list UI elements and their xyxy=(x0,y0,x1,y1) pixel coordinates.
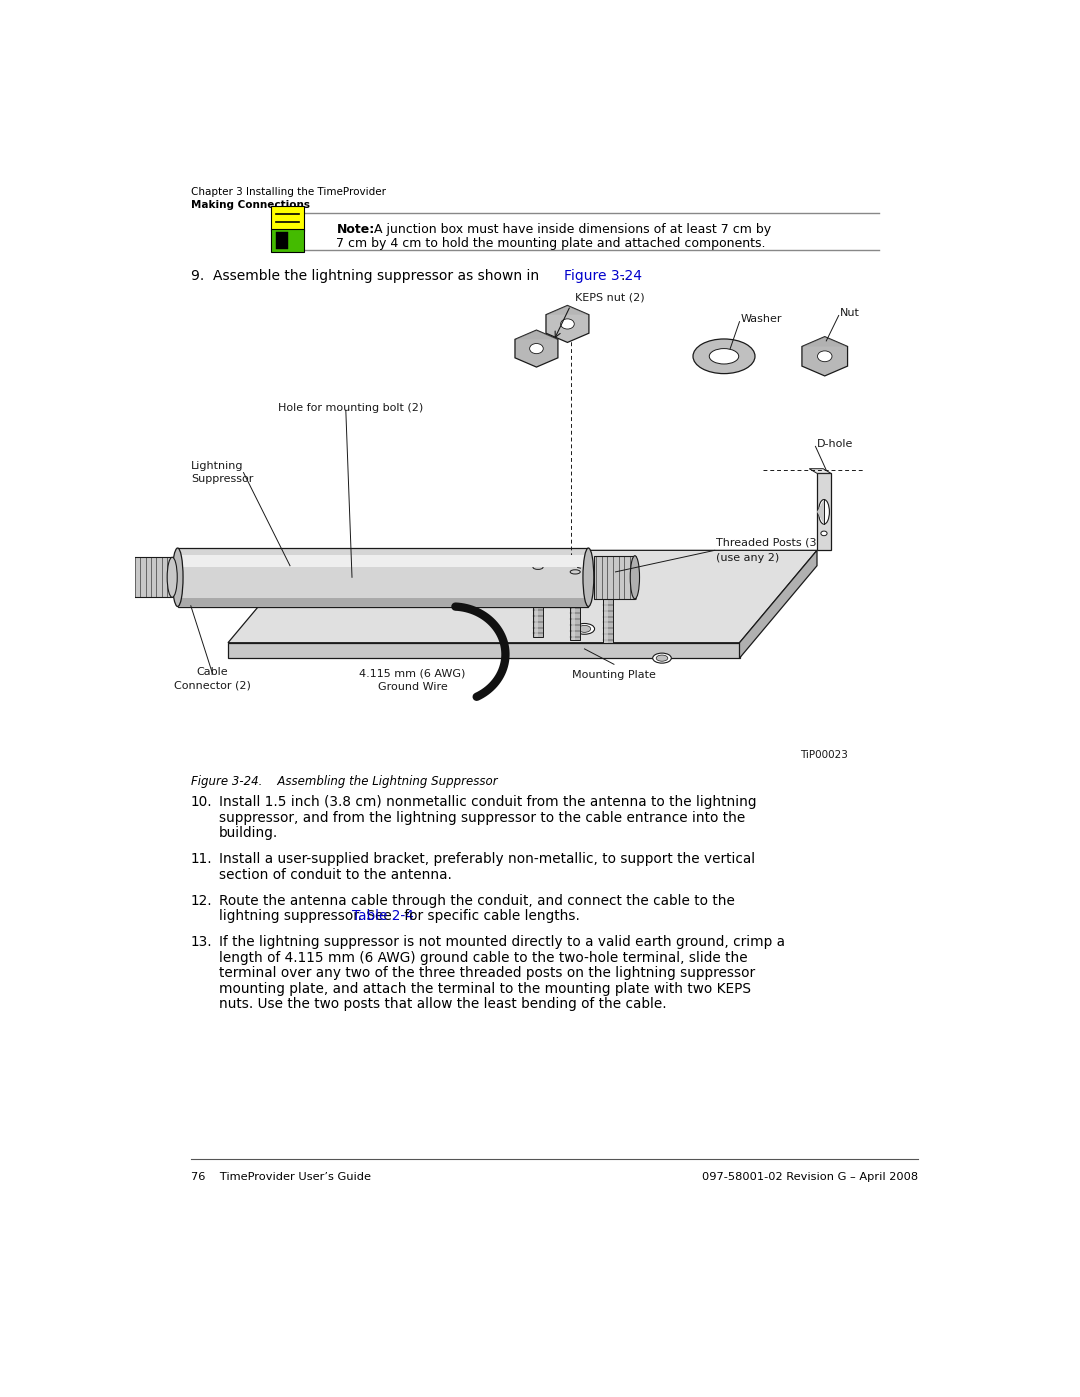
Text: Hole for mounting bolt (2): Hole for mounting bolt (2) xyxy=(279,402,423,414)
Text: .: . xyxy=(621,270,625,284)
Text: length of 4.115 mm (6 AWG) ground cable to the two-hole terminal, slide the: length of 4.115 mm (6 AWG) ground cable … xyxy=(218,951,747,965)
Polygon shape xyxy=(515,330,558,339)
FancyBboxPatch shape xyxy=(276,232,288,249)
Ellipse shape xyxy=(652,654,672,664)
Text: for specific cable lengths.: for specific cable lengths. xyxy=(400,909,580,923)
Bar xyxy=(570,571,580,640)
Bar xyxy=(594,556,635,599)
Polygon shape xyxy=(802,337,848,376)
Text: Cable: Cable xyxy=(197,666,228,678)
Ellipse shape xyxy=(631,556,639,599)
Text: Suppressor: Suppressor xyxy=(191,475,253,485)
Polygon shape xyxy=(546,306,589,342)
Ellipse shape xyxy=(821,531,827,535)
Polygon shape xyxy=(816,474,831,550)
Bar xyxy=(177,548,589,606)
Text: Ground Wire: Ground Wire xyxy=(378,682,447,693)
Text: 4.115 mm (6 AWG): 4.115 mm (6 AWG) xyxy=(360,669,465,679)
Ellipse shape xyxy=(532,566,543,570)
Bar xyxy=(177,556,589,567)
Text: 12.: 12. xyxy=(191,894,213,908)
Text: Threaded Posts (3): Threaded Posts (3) xyxy=(716,538,821,548)
Polygon shape xyxy=(228,643,740,658)
Ellipse shape xyxy=(113,562,121,594)
Ellipse shape xyxy=(118,557,126,598)
Bar xyxy=(605,577,608,643)
Bar xyxy=(571,571,576,640)
Text: Lightning: Lightning xyxy=(191,461,243,471)
Text: 76    TimeProvider User’s Guide: 76 TimeProvider User’s Guide xyxy=(191,1172,370,1182)
Bar xyxy=(535,567,538,637)
Bar xyxy=(122,557,172,598)
Polygon shape xyxy=(802,337,848,346)
Ellipse shape xyxy=(657,655,667,661)
Text: TiP00023: TiP00023 xyxy=(800,750,848,760)
Ellipse shape xyxy=(710,349,739,365)
Text: Making Connections: Making Connections xyxy=(191,200,310,210)
Text: Table 2-4: Table 2-4 xyxy=(352,909,414,923)
Polygon shape xyxy=(515,330,558,367)
Text: building.: building. xyxy=(218,826,278,840)
Text: 13.: 13. xyxy=(191,936,213,950)
Ellipse shape xyxy=(818,351,832,362)
Text: Mounting Plate: Mounting Plate xyxy=(572,671,656,680)
Bar xyxy=(603,577,612,643)
Ellipse shape xyxy=(529,344,543,353)
Ellipse shape xyxy=(172,548,183,606)
Ellipse shape xyxy=(167,557,177,598)
Text: Connector (2): Connector (2) xyxy=(174,680,251,692)
Ellipse shape xyxy=(561,319,575,330)
Text: suppressor, and from the lightning suppressor to the cable entrance into the: suppressor, and from the lightning suppr… xyxy=(218,810,745,824)
Text: lightning suppressor. See: lightning suppressor. See xyxy=(218,909,396,923)
Text: Chapter 3 Installing the TimeProvider: Chapter 3 Installing the TimeProvider xyxy=(191,187,386,197)
Text: 097-58001-02 Revision G – April 2008: 097-58001-02 Revision G – April 2008 xyxy=(702,1172,918,1182)
Text: terminal over any two of the three threaded posts on the lightning suppressor: terminal over any two of the three threa… xyxy=(218,967,755,981)
Polygon shape xyxy=(546,306,589,314)
Text: nuts. Use the two posts that allow the least bending of the cable.: nuts. Use the two posts that allow the l… xyxy=(218,997,666,1011)
Text: 7 cm by 4 cm to hold the mounting plate and attached components.: 7 cm by 4 cm to hold the mounting plate … xyxy=(337,237,766,250)
Text: Figure 3-24: Figure 3-24 xyxy=(565,270,643,284)
Text: Note:: Note: xyxy=(337,224,375,236)
Text: A junction box must have inside dimensions of at least 7 cm by: A junction box must have inside dimensio… xyxy=(369,224,771,236)
FancyBboxPatch shape xyxy=(271,207,303,231)
Ellipse shape xyxy=(578,626,591,633)
Ellipse shape xyxy=(570,570,580,574)
Bar xyxy=(177,598,589,606)
Text: KEPS nut (2): KEPS nut (2) xyxy=(576,292,645,302)
Ellipse shape xyxy=(575,623,595,634)
Ellipse shape xyxy=(603,576,612,580)
Ellipse shape xyxy=(339,578,364,592)
Text: Washer: Washer xyxy=(741,314,783,324)
Bar xyxy=(532,567,543,637)
Ellipse shape xyxy=(583,548,594,606)
Text: 10.: 10. xyxy=(191,795,213,809)
Text: (use any 2): (use any 2) xyxy=(716,553,780,563)
Polygon shape xyxy=(740,550,816,658)
Text: Route the antenna cable through the conduit, and connect the cable to the: Route the antenna cable through the cond… xyxy=(218,894,734,908)
Text: D-hole: D-hole xyxy=(816,439,853,448)
Text: 9.  Assemble the lightning suppressor as shown in: 9. Assemble the lightning suppressor as … xyxy=(191,270,543,284)
Text: Install a user-supplied bracket, preferably non-metallic, to support the vertica: Install a user-supplied bracket, prefera… xyxy=(218,852,755,866)
FancyBboxPatch shape xyxy=(271,229,303,253)
Text: If the lightning suppressor is not mounted directly to a valid earth ground, cri: If the lightning suppressor is not mount… xyxy=(218,936,785,950)
Text: Install 1.5 inch (3.8 cm) nonmetallic conduit from the antenna to the lightning: Install 1.5 inch (3.8 cm) nonmetallic co… xyxy=(218,795,756,809)
Polygon shape xyxy=(228,550,816,643)
Ellipse shape xyxy=(819,500,829,524)
Text: section of conduit to the antenna.: section of conduit to the antenna. xyxy=(218,868,451,882)
Polygon shape xyxy=(809,469,831,474)
Polygon shape xyxy=(816,500,824,524)
Ellipse shape xyxy=(693,339,755,373)
Text: mounting plate, and attach the terminal to the mounting plate with two KEPS: mounting plate, and attach the terminal … xyxy=(218,982,751,996)
Text: Figure 3-24.    Assembling the Lightning Suppressor: Figure 3-24. Assembling the Lightning Su… xyxy=(191,775,498,788)
Text: Nut: Nut xyxy=(840,309,860,319)
Ellipse shape xyxy=(343,580,361,590)
Text: 11.: 11. xyxy=(191,852,213,866)
